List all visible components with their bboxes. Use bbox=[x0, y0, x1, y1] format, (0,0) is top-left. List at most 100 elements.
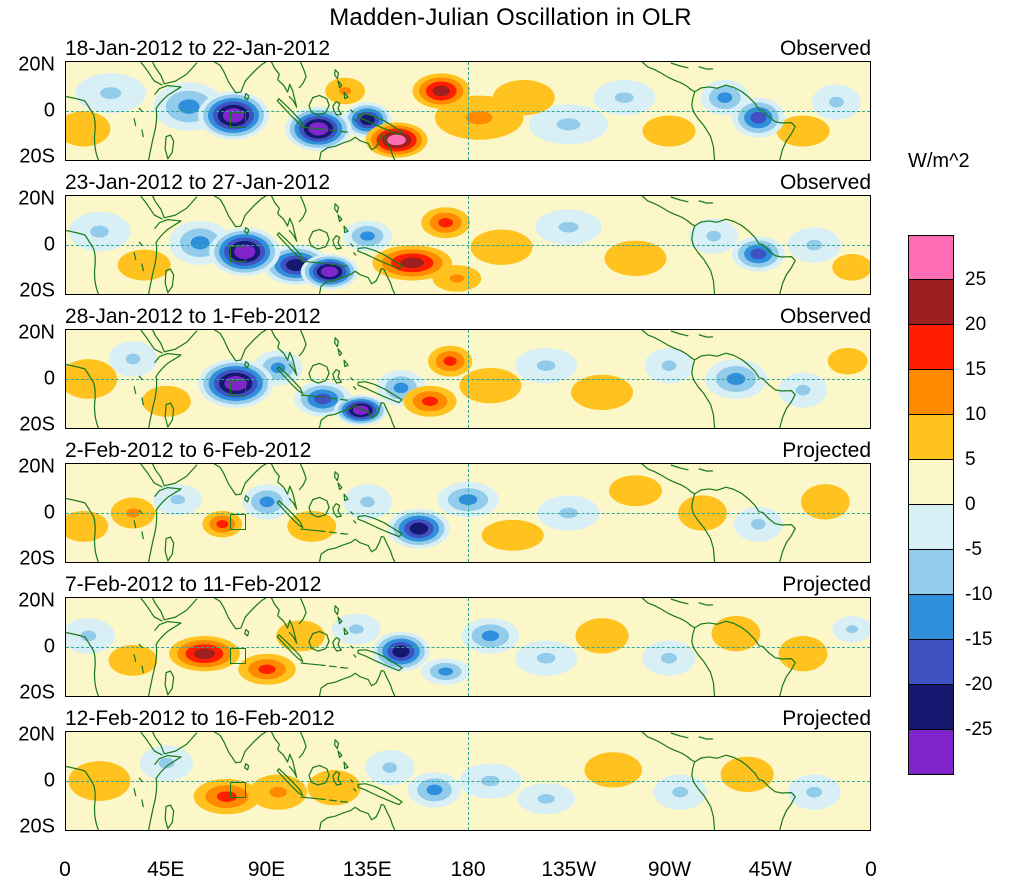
panel-status-label: Observed bbox=[779, 171, 871, 194]
dateline-gridline bbox=[468, 598, 469, 696]
panel-1: 18-Jan-2012 to 22-Jan-2012 Observed 20N 0 20… bbox=[0, 36, 871, 168]
y-axis-labels: 20N 0 20S bbox=[0, 456, 65, 570]
x-axis-tick-label: 90E bbox=[247, 858, 286, 881]
y-axis-tick-label: 20S bbox=[19, 547, 55, 570]
colorbar-tick-label: 25 bbox=[965, 269, 987, 290]
colorbar-cell bbox=[908, 550, 954, 595]
index-region-box bbox=[230, 647, 247, 664]
dateline-gridline bbox=[468, 732, 469, 830]
colorbar-cell bbox=[908, 325, 954, 370]
panel-6: 12-Feb-2012 to 16-Feb-2012 Projected 20N 0 2… bbox=[0, 706, 871, 838]
y-axis-labels: 20N 0 20S bbox=[0, 188, 65, 302]
panel-row: 20N 0 20S bbox=[0, 54, 871, 168]
index-region-box bbox=[230, 379, 247, 396]
panel-row: 20N 0 20S bbox=[0, 322, 871, 436]
x-axis-tick-label: 135W bbox=[541, 858, 597, 881]
y-axis-tick-label: 0 bbox=[43, 501, 55, 524]
colorbar-tick-label: 5 bbox=[965, 449, 976, 470]
panel-date-label: 28-Jan-2012 to 1-Feb-2012 bbox=[65, 305, 321, 328]
coastline-layer bbox=[66, 464, 796, 562]
dateline-gridline bbox=[468, 330, 469, 428]
y-axis-tick-label: 0 bbox=[43, 99, 55, 122]
y-axis-tick-label: 0 bbox=[43, 769, 55, 792]
x-axis-tick-label: 135E bbox=[342, 858, 392, 881]
map-canvas bbox=[65, 731, 871, 831]
colorbar-cell bbox=[908, 505, 954, 550]
y-axis-tick-label: 20N bbox=[18, 321, 55, 344]
map-canvas bbox=[65, 61, 871, 161]
x-axis-tick-label: 180 bbox=[450, 858, 486, 881]
y-axis-tick-label: 0 bbox=[43, 635, 55, 658]
panel-4: 2-Feb-2012 to 6-Feb-2012 Projected 20N 0 20S bbox=[0, 438, 871, 570]
dateline-gridline bbox=[468, 464, 469, 562]
panel-row: 20N 0 20S bbox=[0, 724, 871, 838]
panel-header: 2-Feb-2012 to 6-Feb-2012 Projected bbox=[65, 438, 871, 463]
y-axis-tick-label: 20N bbox=[18, 187, 55, 210]
y-axis-tick-label: 20S bbox=[19, 413, 55, 436]
index-region-box bbox=[230, 513, 247, 530]
panel-row: 20N 0 20S bbox=[0, 188, 871, 302]
x-axis: 0 45E 90E 135E 180 135W 90W 45W 0 bbox=[59, 852, 877, 884]
panel-row: 20N 0 20S bbox=[0, 590, 871, 704]
index-region-box bbox=[230, 781, 247, 798]
panel-header: 12-Feb-2012 to 16-Feb-2012 Projected bbox=[65, 706, 871, 731]
x-axis-tick-label: 90W bbox=[647, 858, 692, 881]
colorbar-cell bbox=[908, 640, 954, 685]
colorbar-tick-label: 0 bbox=[965, 494, 976, 515]
colorbar-tick-label: 20 bbox=[965, 314, 987, 335]
colorbar-units-label: W/m^2 bbox=[908, 150, 970, 172]
y-axis-tick-label: 20S bbox=[19, 279, 55, 302]
panel-status-label: Projected bbox=[782, 439, 871, 462]
index-region-box bbox=[230, 245, 247, 262]
colorbar-tick-label: -20 bbox=[965, 674, 993, 695]
y-axis-labels: 20N 0 20S bbox=[0, 322, 65, 436]
panel-header: 7-Feb-2012 to 11-Feb-2012 Projected bbox=[65, 572, 871, 597]
panel-date-label: 7-Feb-2012 to 11-Feb-2012 bbox=[65, 573, 322, 596]
colorbar-cell bbox=[908, 730, 954, 775]
panel-date-label: 2-Feb-2012 to 6-Feb-2012 bbox=[65, 439, 312, 462]
colorbar-tick-label: -5 bbox=[965, 539, 982, 560]
colorbar-cell bbox=[908, 460, 954, 505]
coastline-layer bbox=[66, 732, 796, 830]
panel-date-label: 23-Jan-2012 to 27-Jan-2012 bbox=[65, 171, 331, 194]
x-axis-tick-label: 0 bbox=[865, 858, 877, 881]
colorbar: 25 20 15 10 5 0 -5 -10 -15 -20 -25 bbox=[908, 235, 992, 775]
map-canvas bbox=[65, 463, 871, 563]
panel-status-label: Observed bbox=[779, 305, 871, 328]
x-axis-tick-label: 45W bbox=[748, 858, 792, 881]
x-axis-tick-label: 45E bbox=[147, 858, 185, 881]
panel-row: 20N 0 20S bbox=[0, 456, 871, 570]
map-canvas bbox=[65, 195, 871, 295]
y-axis-labels: 20N 0 20S bbox=[0, 724, 65, 838]
map-canvas bbox=[65, 329, 871, 429]
y-axis-tick-label: 20N bbox=[18, 723, 55, 746]
panel-header: 18-Jan-2012 to 22-Jan-2012 Observed bbox=[65, 36, 871, 61]
coastline-layer bbox=[66, 196, 796, 294]
colorbar-tick-label: 15 bbox=[965, 359, 987, 380]
coastline-layer bbox=[66, 330, 796, 428]
y-axis-tick-label: 20S bbox=[19, 681, 55, 704]
panel-3: 28-Jan-2012 to 1-Feb-2012 Observed 20N 0 20S bbox=[0, 304, 871, 436]
y-axis-tick-label: 20N bbox=[18, 455, 55, 478]
index-region-box bbox=[230, 111, 247, 128]
colorbar-tick-label: -10 bbox=[965, 584, 993, 605]
y-axis-tick-label: 20S bbox=[19, 145, 55, 168]
panel-status-label: Projected bbox=[782, 707, 871, 730]
colorbar-cell bbox=[908, 685, 954, 730]
panel-stack: 18-Jan-2012 to 22-Jan-2012 Observed 20N 0 20… bbox=[0, 36, 871, 840]
y-axis-tick-label: 20N bbox=[18, 53, 55, 76]
colorbar-cell bbox=[908, 280, 954, 325]
panel-date-label: 18-Jan-2012 to 22-Jan-2012 bbox=[65, 37, 331, 60]
y-axis-tick-label: 20S bbox=[19, 815, 55, 838]
coastline-layer bbox=[66, 62, 796, 160]
y-axis-tick-label: 0 bbox=[43, 367, 55, 390]
coastline-layer bbox=[66, 598, 796, 696]
colorbar-tick-label: -25 bbox=[965, 719, 993, 740]
y-axis-labels: 20N 0 20S bbox=[0, 590, 65, 704]
panel-5: 7-Feb-2012 to 11-Feb-2012 Projected 20N 0 20… bbox=[0, 572, 871, 704]
x-axis-tick-label: 0 bbox=[59, 858, 71, 881]
panel-status-label: Projected bbox=[782, 573, 871, 596]
panel-status-label: Observed bbox=[779, 37, 871, 60]
panel-header: 23-Jan-2012 to 27-Jan-2012 Observed bbox=[65, 170, 871, 195]
panel-2: 23-Jan-2012 to 27-Jan-2012 Observed 20N 0 20… bbox=[0, 170, 871, 302]
